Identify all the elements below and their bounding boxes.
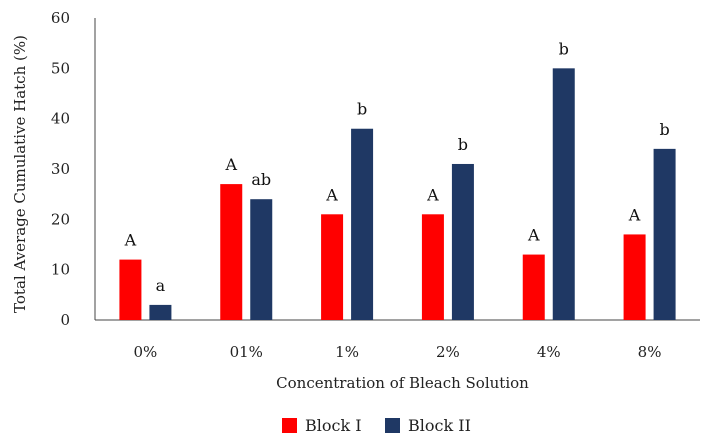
bar-block-i-3	[421, 214, 444, 320]
significance-label: A	[628, 205, 641, 224]
significance-label: b	[357, 100, 367, 119]
significance-label: b	[659, 120, 669, 139]
x-axis-ticks: 0% 01% 1% 2% 4% 8%	[134, 343, 662, 361]
y-axis-ticks: 0 10 20 30 40 50 60	[51, 9, 70, 329]
y-tick-label: 30	[51, 160, 70, 178]
bar-block-ii-3	[451, 163, 474, 320]
bar-block-i-5	[623, 234, 646, 320]
y-tick-label: 60	[51, 9, 70, 27]
significance-label: a	[156, 276, 166, 295]
bar-block-ii-1	[250, 199, 273, 320]
significance-label: b	[559, 39, 569, 58]
bar-block-i-2	[321, 214, 344, 320]
legend-label: Block II	[408, 416, 471, 435]
legend-label: Block I	[305, 416, 362, 435]
y-tick-label: 40	[51, 110, 70, 128]
significance-label: A	[124, 231, 137, 250]
bar-block-ii-4	[552, 68, 575, 320]
x-tick-label: 2%	[436, 343, 460, 361]
x-tick-label: 01%	[230, 343, 263, 361]
legend-swatch	[282, 418, 297, 433]
significance-label: b	[458, 135, 468, 154]
bar-block-i-4	[522, 254, 545, 320]
significance-label: A	[325, 185, 338, 204]
y-tick-label: 20	[51, 210, 70, 228]
bar-block-i-1	[220, 184, 243, 320]
y-tick-label: 10	[51, 261, 70, 279]
significance-label: A	[426, 185, 439, 204]
bar-block-ii-2	[351, 128, 374, 320]
x-tick-label: 8%	[638, 343, 662, 361]
y-tick-label: 0	[60, 311, 70, 329]
x-tick-label: 1%	[335, 343, 359, 361]
bars-group: Aa Aab Ab Ab Ab Ab	[119, 39, 676, 320]
bar-block-i-0	[119, 259, 142, 320]
x-axis-title: Concentration of Bleach Solution	[276, 374, 529, 392]
bar-block-ii-5	[653, 148, 676, 320]
legend-swatch	[385, 418, 400, 433]
bar-block-ii-0	[149, 304, 172, 320]
significance-label: ab	[251, 170, 271, 189]
y-axis-title: Total Average Cumulative Hatch (%)	[11, 35, 29, 313]
x-tick-label: 4%	[537, 343, 561, 361]
x-tick-label: 0%	[134, 343, 158, 361]
y-tick-label: 50	[51, 59, 70, 77]
significance-label: A	[527, 226, 540, 245]
legend: Block I Block II	[282, 416, 471, 435]
significance-label: A	[224, 155, 237, 174]
